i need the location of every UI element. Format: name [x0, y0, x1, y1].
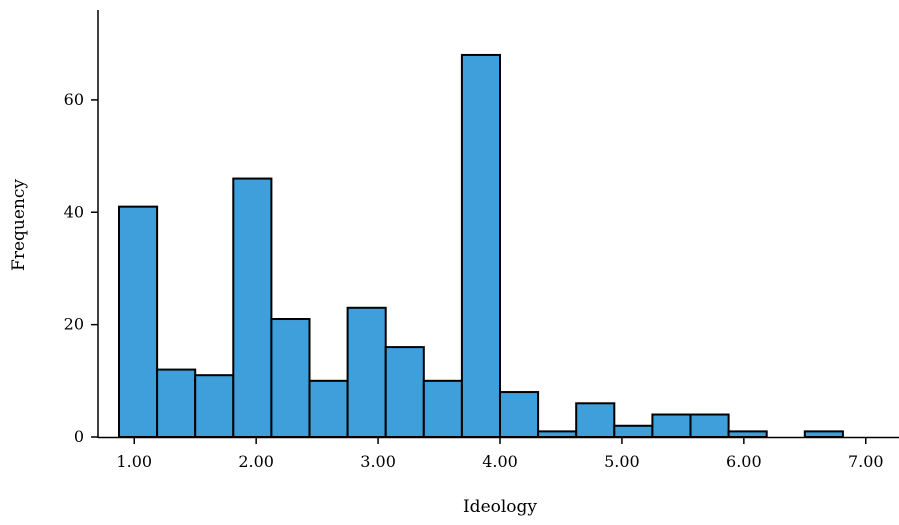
histogram-bar-10 [499, 391, 540, 439]
x-axis-title: Ideology [463, 497, 537, 517]
histogram-bar-3 [232, 177, 273, 438]
histogram-bar-2 [194, 374, 235, 438]
y-axis-ticks: 0 20 40 60 [64, 90, 98, 446]
x-tick-label-4: 5.00 [604, 452, 640, 471]
histogram-bar-4 [270, 318, 311, 438]
histogram-bar-1 [156, 368, 197, 438]
y-tick-label-0: 0 [74, 427, 84, 446]
histogram-bar-16 [727, 430, 768, 439]
histogram-bar-5 [308, 379, 349, 439]
histogram-bar-12 [575, 402, 616, 438]
y-tick-label-3: 60 [64, 90, 84, 109]
histogram-bar-9 [460, 53, 501, 439]
histogram-bar-13 [613, 424, 654, 438]
histogram-bar-6 [346, 306, 387, 438]
x-tick-label-5: 6.00 [726, 452, 762, 471]
histogram-bar-18 [803, 430, 844, 439]
x-tick-label-2: 3.00 [360, 452, 396, 471]
x-tick-label-6: 7.00 [848, 452, 884, 471]
histogram-bar-11 [537, 430, 578, 439]
histogram-bar-15 [689, 413, 730, 438]
histogram-bar-14 [651, 413, 692, 438]
x-tick-label-0: 1.00 [116, 452, 152, 471]
x-axis-ticks: 1.00 2.00 3.00 4.00 5.00 6.00 7.00 [116, 437, 884, 471]
x-tick-label-1: 2.00 [238, 452, 274, 471]
histogram-bar-8 [422, 379, 463, 439]
histogram-bars [118, 53, 844, 439]
histogram-bar-0 [118, 205, 159, 438]
y-tick-label-2: 40 [64, 202, 84, 221]
y-axis-title: Frequency [9, 179, 29, 271]
y-tick-label-1: 20 [64, 315, 84, 334]
histogram-bar-7 [384, 346, 425, 438]
x-tick-label-3: 4.00 [482, 452, 518, 471]
